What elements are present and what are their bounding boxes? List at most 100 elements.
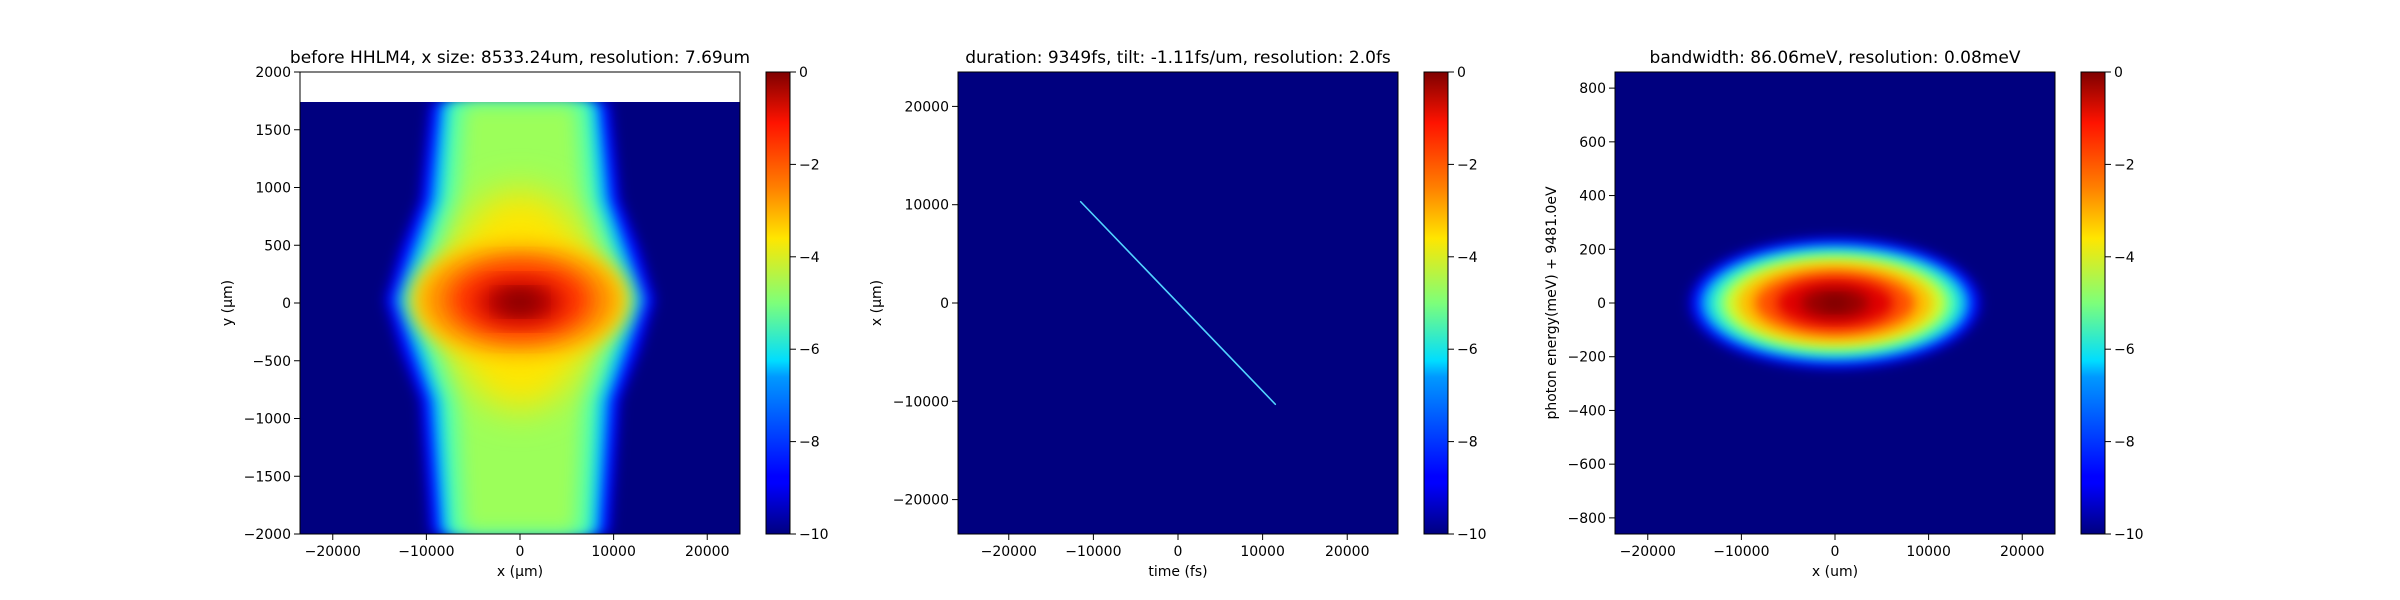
y-tick-label: −500 [253, 354, 291, 370]
colorbar-tick-label: −4 [1457, 250, 1478, 266]
x-tick-label: 10000 [1240, 544, 1285, 560]
x-tick: −10000 [1065, 534, 1122, 560]
colorbar-tick-label: −2 [2114, 157, 2135, 173]
colorbar-tick-label: −10 [799, 527, 829, 543]
colorbar-ticks: 0 −2 −4 −6 −8 −10 [1448, 65, 1487, 543]
y-tick: −500 [253, 354, 300, 370]
colorbar-ticks: 0 −2 −4 −6 −8 −10 [790, 65, 829, 543]
colorbar-tick: −6 [790, 342, 820, 358]
tilt-streak [1079, 200, 1277, 406]
colorbar-tick: −10 [2105, 527, 2144, 543]
y-tick: −1000 [244, 412, 300, 428]
x-tick-label: −20000 [981, 544, 1037, 560]
y-tick-label: 200 [1579, 242, 1606, 258]
colorbar-tick: −4 [790, 250, 820, 266]
y-tick: 500 [264, 238, 300, 254]
panel-3: −20000 −10000 0 10000 20000 −800−600−400−200… [1544, 48, 2144, 580]
colorbar-tick: −4 [1448, 250, 1478, 266]
x-ticks: −20000 −10000 0 10000 20000 [305, 534, 730, 560]
y-tick: 20000 [904, 99, 958, 115]
x-tick-label: −10000 [1713, 544, 1769, 560]
x-tick: −10000 [398, 534, 455, 560]
colorbar-tick: −2 [1448, 157, 1478, 173]
x-tick-label: 0 [1831, 544, 1840, 560]
x-tick: 0 [516, 534, 525, 560]
y-tick: −200 [1568, 350, 1615, 366]
colorbar-tick-label: −8 [799, 435, 820, 451]
x-tick: 0 [1831, 534, 1840, 560]
colorbar-tick-label: −2 [1457, 157, 1478, 173]
colorbar-tick-label: 0 [1457, 65, 1466, 81]
y-tick-label: 800 [1579, 81, 1606, 97]
x-tick: 10000 [591, 534, 636, 560]
y-tick: 800 [1579, 81, 1615, 97]
y-ticks: −800 −600 −400 −200 0 200 400 600 800 [1568, 81, 1615, 527]
x-tick: −10000 [1713, 534, 1770, 560]
x-tick: −20000 [981, 534, 1037, 560]
x-tick: 0 [1174, 534, 1183, 560]
y-tick: −400 [1568, 403, 1615, 419]
colorbar-tick: −2 [2105, 157, 2135, 173]
colorbar: 0 −2 −4 −6 −8 −10 [1423, 65, 1487, 543]
y-ticks: −2000 −1500 −1000 −500 0 500 1000 1500 2000 [244, 65, 300, 543]
colorbar-tick-label: −8 [1457, 435, 1478, 451]
y-tick-label: −600 [1568, 457, 1606, 473]
colorbar-tick-label: 0 [2114, 65, 2123, 81]
colorbar-tick: −8 [790, 435, 820, 451]
y-ticks: −20000 −10000 0 10000 20000 [893, 99, 958, 509]
colorbar-tick: −2 [790, 157, 820, 173]
x-tick: 10000 [1240, 534, 1285, 560]
y-tick: 10000 [904, 198, 958, 214]
y-tick-label: −1500 [244, 469, 291, 485]
x-tick-label: 20000 [1325, 544, 1370, 560]
colorbar-ticks: 0 −2 −4 −6 −8 −10 [2105, 65, 2144, 543]
colorbar-tick: 0 [1448, 65, 1466, 81]
x-tick: 10000 [1906, 534, 1951, 560]
y-tick: 1000 [255, 181, 300, 197]
colorbar-tick-label: 0 [799, 65, 808, 81]
x-tick-label: 0 [1174, 544, 1183, 560]
colorbar-tick-label: −4 [799, 250, 820, 266]
x-tick: 20000 [1325, 534, 1370, 560]
x-tick-label: −10000 [398, 544, 454, 560]
y-tick-label: −400 [1568, 403, 1606, 419]
colorbar-tick-label: −6 [799, 342, 820, 358]
y-tick: −800 [1568, 511, 1615, 527]
y-tick-label: 2000 [255, 65, 291, 81]
colorbar-tick: 0 [790, 65, 808, 81]
y-tick-label: −20000 [893, 493, 949, 509]
y-tick-label: 500 [264, 238, 291, 254]
x-axis-label: time (fs) [1148, 564, 1207, 580]
y-tick: 2000 [255, 65, 300, 81]
y-tick: 200 [1579, 242, 1615, 258]
colorbar-tick: −6 [1448, 342, 1478, 358]
y-tick: 600 [1579, 135, 1615, 151]
x-axis-label: x (um) [1812, 564, 1858, 580]
colorbar: 0 −2 −4 −6 −8 −10 [2080, 65, 2144, 543]
colorbar-tick-label: −6 [2114, 342, 2135, 358]
y-tick: 0 [940, 296, 958, 312]
x-tick: 20000 [2000, 534, 2045, 560]
y-tick-label: 1500 [255, 123, 291, 139]
colorbar-tick-label: −10 [1457, 527, 1487, 543]
y-tick-label: −200 [1568, 350, 1606, 366]
x-tick-label: 20000 [2000, 544, 2045, 560]
y-tick-label: 1000 [255, 181, 291, 197]
y-tick-label: 20000 [904, 99, 949, 115]
y-tick: 0 [282, 296, 300, 312]
y-tick: −10000 [893, 394, 958, 410]
y-tick-label: −1000 [244, 412, 291, 428]
x-tick-label: 10000 [591, 544, 636, 560]
x-tick-label: −10000 [1065, 544, 1121, 560]
x-tick-label: −20000 [305, 544, 361, 560]
y-tick-label: 10000 [904, 198, 949, 214]
x-tick-label: 10000 [1906, 544, 1951, 560]
y-axis-label: y (μm) [220, 280, 236, 326]
colorbar-tick: −10 [790, 527, 829, 543]
y-tick-label: −10000 [893, 394, 949, 410]
y-axis-label: photon energy(meV) + 9481.0eV [1544, 186, 1560, 419]
colorbar-tick-label: −8 [2114, 435, 2135, 451]
x-tick-label: 0 [516, 544, 525, 560]
y-tick: 1500 [255, 123, 300, 139]
x-tick: −20000 [305, 534, 361, 560]
